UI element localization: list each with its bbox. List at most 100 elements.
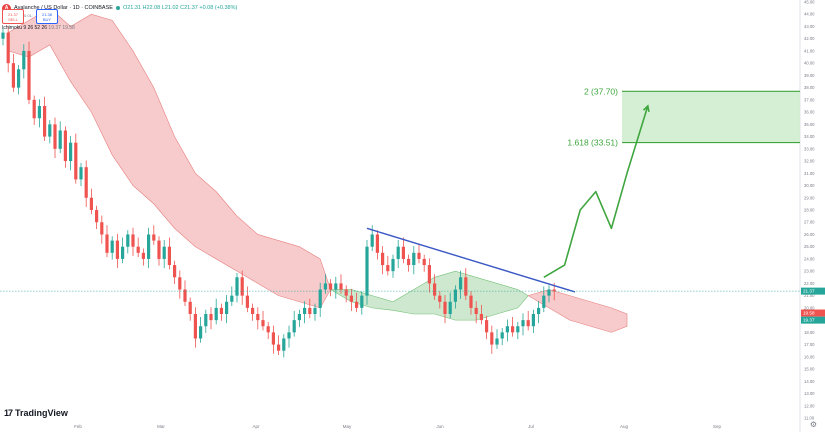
candle-body	[375, 234, 379, 253]
candle-body	[349, 295, 353, 302]
candle-body	[100, 222, 104, 235]
avax-logo-icon: A	[2, 3, 11, 13]
candle-body	[157, 240, 161, 259]
sell-label: SELL	[8, 16, 18, 22]
candle-body	[355, 301, 359, 308]
y-tick-label: 18.00	[804, 330, 815, 335]
candle-body	[74, 142, 78, 180]
candle-body	[417, 252, 421, 259]
indicator-legend[interactable]: Ichimoku 9 26 52 26 19.37 19.58	[2, 25, 75, 31]
candle-body	[386, 265, 390, 272]
candle-body	[271, 332, 275, 345]
candle-body	[204, 314, 208, 327]
candle-body	[427, 265, 431, 284]
fib-level-label: 1.618 (33.51)	[567, 138, 618, 148]
candle-body	[22, 50, 26, 70]
candle-body	[147, 234, 151, 259]
cloud-upper-tag: 19.58	[803, 311, 815, 316]
ohlc-readout: O21.31 H22.08 L21.02 C21.37 +0.08 (+0.38…	[122, 5, 238, 11]
indicator-values: 19.37 19.58	[48, 25, 75, 31]
candle-body	[121, 246, 125, 259]
y-tick-label: 36.00	[804, 110, 815, 115]
y-tick-label: 31.00	[804, 171, 815, 176]
candle-body	[162, 246, 166, 259]
candle-body	[282, 338, 286, 351]
candle-body	[339, 283, 343, 290]
candle-body	[370, 234, 374, 247]
candle-body	[209, 314, 213, 321]
candle-body	[214, 307, 218, 321]
candle-body	[469, 295, 473, 308]
tradingview-mark-icon: 17	[4, 408, 13, 418]
y-tick-label: 41.00	[804, 48, 815, 53]
candle-body	[1, 32, 5, 39]
y-tick-label: 37.00	[804, 97, 815, 102]
candle-body	[178, 277, 182, 290]
candle-body	[381, 252, 385, 266]
candle-body	[479, 314, 483, 321]
candle-body	[344, 289, 348, 296]
candle-body	[199, 326, 203, 339]
candle-body	[443, 301, 447, 314]
candle-body	[334, 283, 338, 290]
y-tick-label: 23.00	[804, 269, 815, 274]
candle-body	[453, 289, 457, 302]
y-tick-label: 20.00	[804, 305, 815, 310]
symbol-title[interactable]: Avalanche / US Dollar · 1D · COINBASE	[14, 5, 113, 11]
candle-body	[433, 283, 437, 296]
candle-body	[401, 246, 405, 259]
target-zone	[622, 91, 800, 143]
candle-body	[126, 234, 130, 247]
buy-button[interactable]: 21.38 BUY	[36, 9, 58, 24]
candle-body	[318, 289, 322, 308]
candle-body	[505, 326, 509, 333]
candle-body	[11, 63, 15, 88]
last-price-tag: 21.37	[803, 289, 815, 294]
y-tick-label: 13.00	[804, 391, 815, 396]
candle-body	[277, 344, 281, 351]
y-tick-label: 30.00	[804, 183, 815, 188]
candle-body	[261, 320, 265, 327]
y-tick-label: 33.00	[804, 146, 815, 151]
candle-body	[303, 307, 307, 314]
candle-body	[6, 32, 10, 64]
candle-body	[136, 246, 140, 253]
candle-body	[58, 130, 62, 149]
candle-body	[448, 301, 452, 314]
candle-body	[526, 320, 530, 327]
candle-body	[89, 197, 93, 210]
gear-icon[interactable]: ⚙	[809, 420, 817, 429]
y-tick-label: 29.00	[804, 195, 815, 200]
candle-body	[193, 314, 197, 339]
spread-value: 0.01	[24, 13, 32, 18]
y-tick-label: 35.00	[804, 122, 815, 127]
y-tick-label: 11.00	[804, 416, 815, 421]
candle-body	[531, 314, 535, 327]
candle-body	[95, 210, 99, 223]
y-tick-label: 32.00	[804, 159, 815, 164]
candle-body	[474, 307, 478, 314]
sell-button[interactable]: 21.37 SELL	[2, 9, 24, 24]
cloud-lower-tag: 19.37	[803, 318, 815, 323]
candle-body	[552, 289, 556, 292]
y-tick-label: 22.00	[804, 281, 815, 286]
candle-body	[297, 314, 301, 321]
candle-body	[459, 277, 463, 290]
candle-body	[141, 252, 145, 259]
sell-price: 21.37	[7, 11, 18, 17]
candle-body	[37, 106, 41, 119]
tradingview-logo[interactable]: 17 TradingView	[4, 408, 68, 418]
candle-body	[422, 258, 426, 266]
candle-body	[251, 307, 255, 314]
candle-body	[542, 295, 546, 308]
x-tick-label: Mar	[157, 424, 165, 429]
candle-body	[84, 167, 88, 198]
x-tick-label: Jul	[528, 424, 534, 429]
candle-body	[500, 332, 504, 339]
y-tick-label: 27.00	[804, 220, 815, 225]
y-tick-label: 43.00	[804, 24, 815, 29]
candle-body	[485, 320, 489, 333]
y-tick-label: 24.00	[804, 256, 815, 261]
